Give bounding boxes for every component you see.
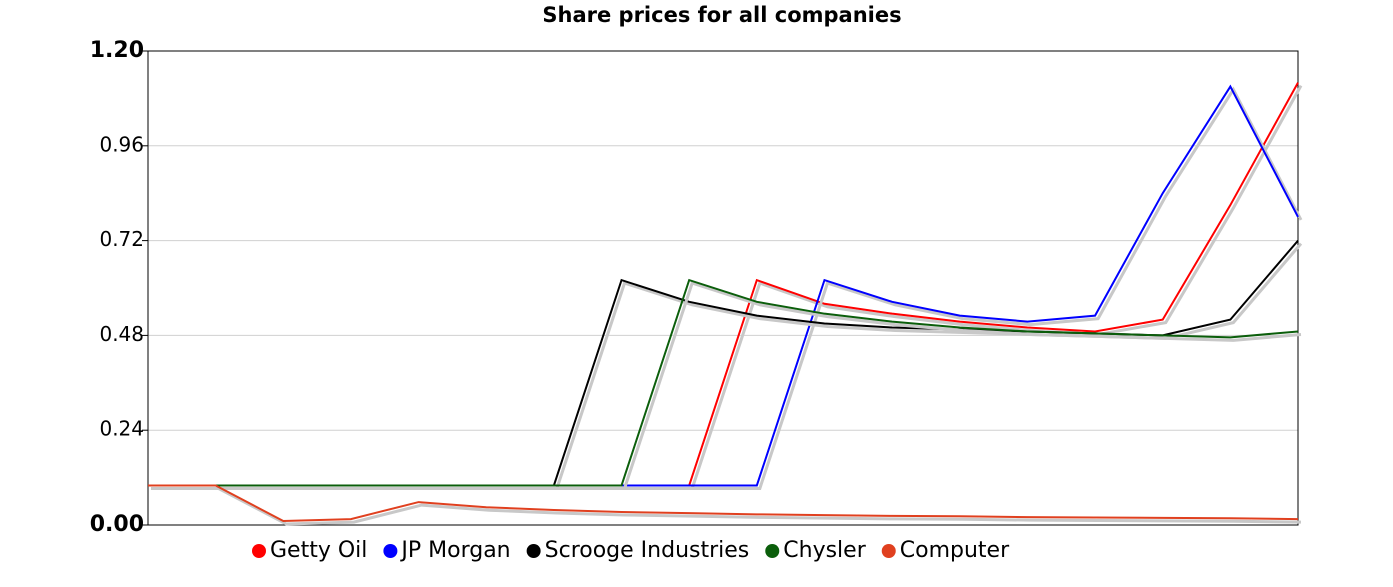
- y-tick-label: 0.00: [90, 512, 144, 537]
- series-line: [148, 82, 1299, 487]
- series-line: [148, 84, 1299, 487]
- legend-label: Chysler: [783, 538, 866, 563]
- legend-marker: [252, 544, 266, 558]
- line-shadow: [151, 487, 1302, 526]
- legend-marker: [881, 544, 896, 558]
- series-line: [148, 278, 1299, 487]
- legend-label: Getty Oil: [270, 538, 367, 563]
- legend-label: JP Morgan: [399, 538, 510, 563]
- line-shadow: [151, 281, 1302, 490]
- y-tick-label: 0.96: [99, 132, 144, 156]
- legend-marker: [383, 544, 398, 558]
- series-line: [148, 239, 1299, 487]
- y-tick-label: 0.72: [99, 227, 144, 251]
- y-tick-label: 0.48: [99, 322, 144, 346]
- plot-frame: [147, 50, 1299, 526]
- legend-marker: [526, 544, 541, 558]
- series-line: [148, 484, 1299, 523]
- legend-label: Scrooge Industries: [545, 538, 750, 563]
- line-shadow: [151, 242, 1303, 490]
- y-tick-label: 1.20: [90, 38, 144, 63]
- y-tick-label: 0.24: [99, 417, 144, 441]
- line-shadow: [151, 86, 1303, 490]
- legend-label: Computer: [900, 538, 1010, 563]
- chart-title: Share prices for all companies: [542, 3, 901, 27]
- legend-marker: [765, 544, 780, 558]
